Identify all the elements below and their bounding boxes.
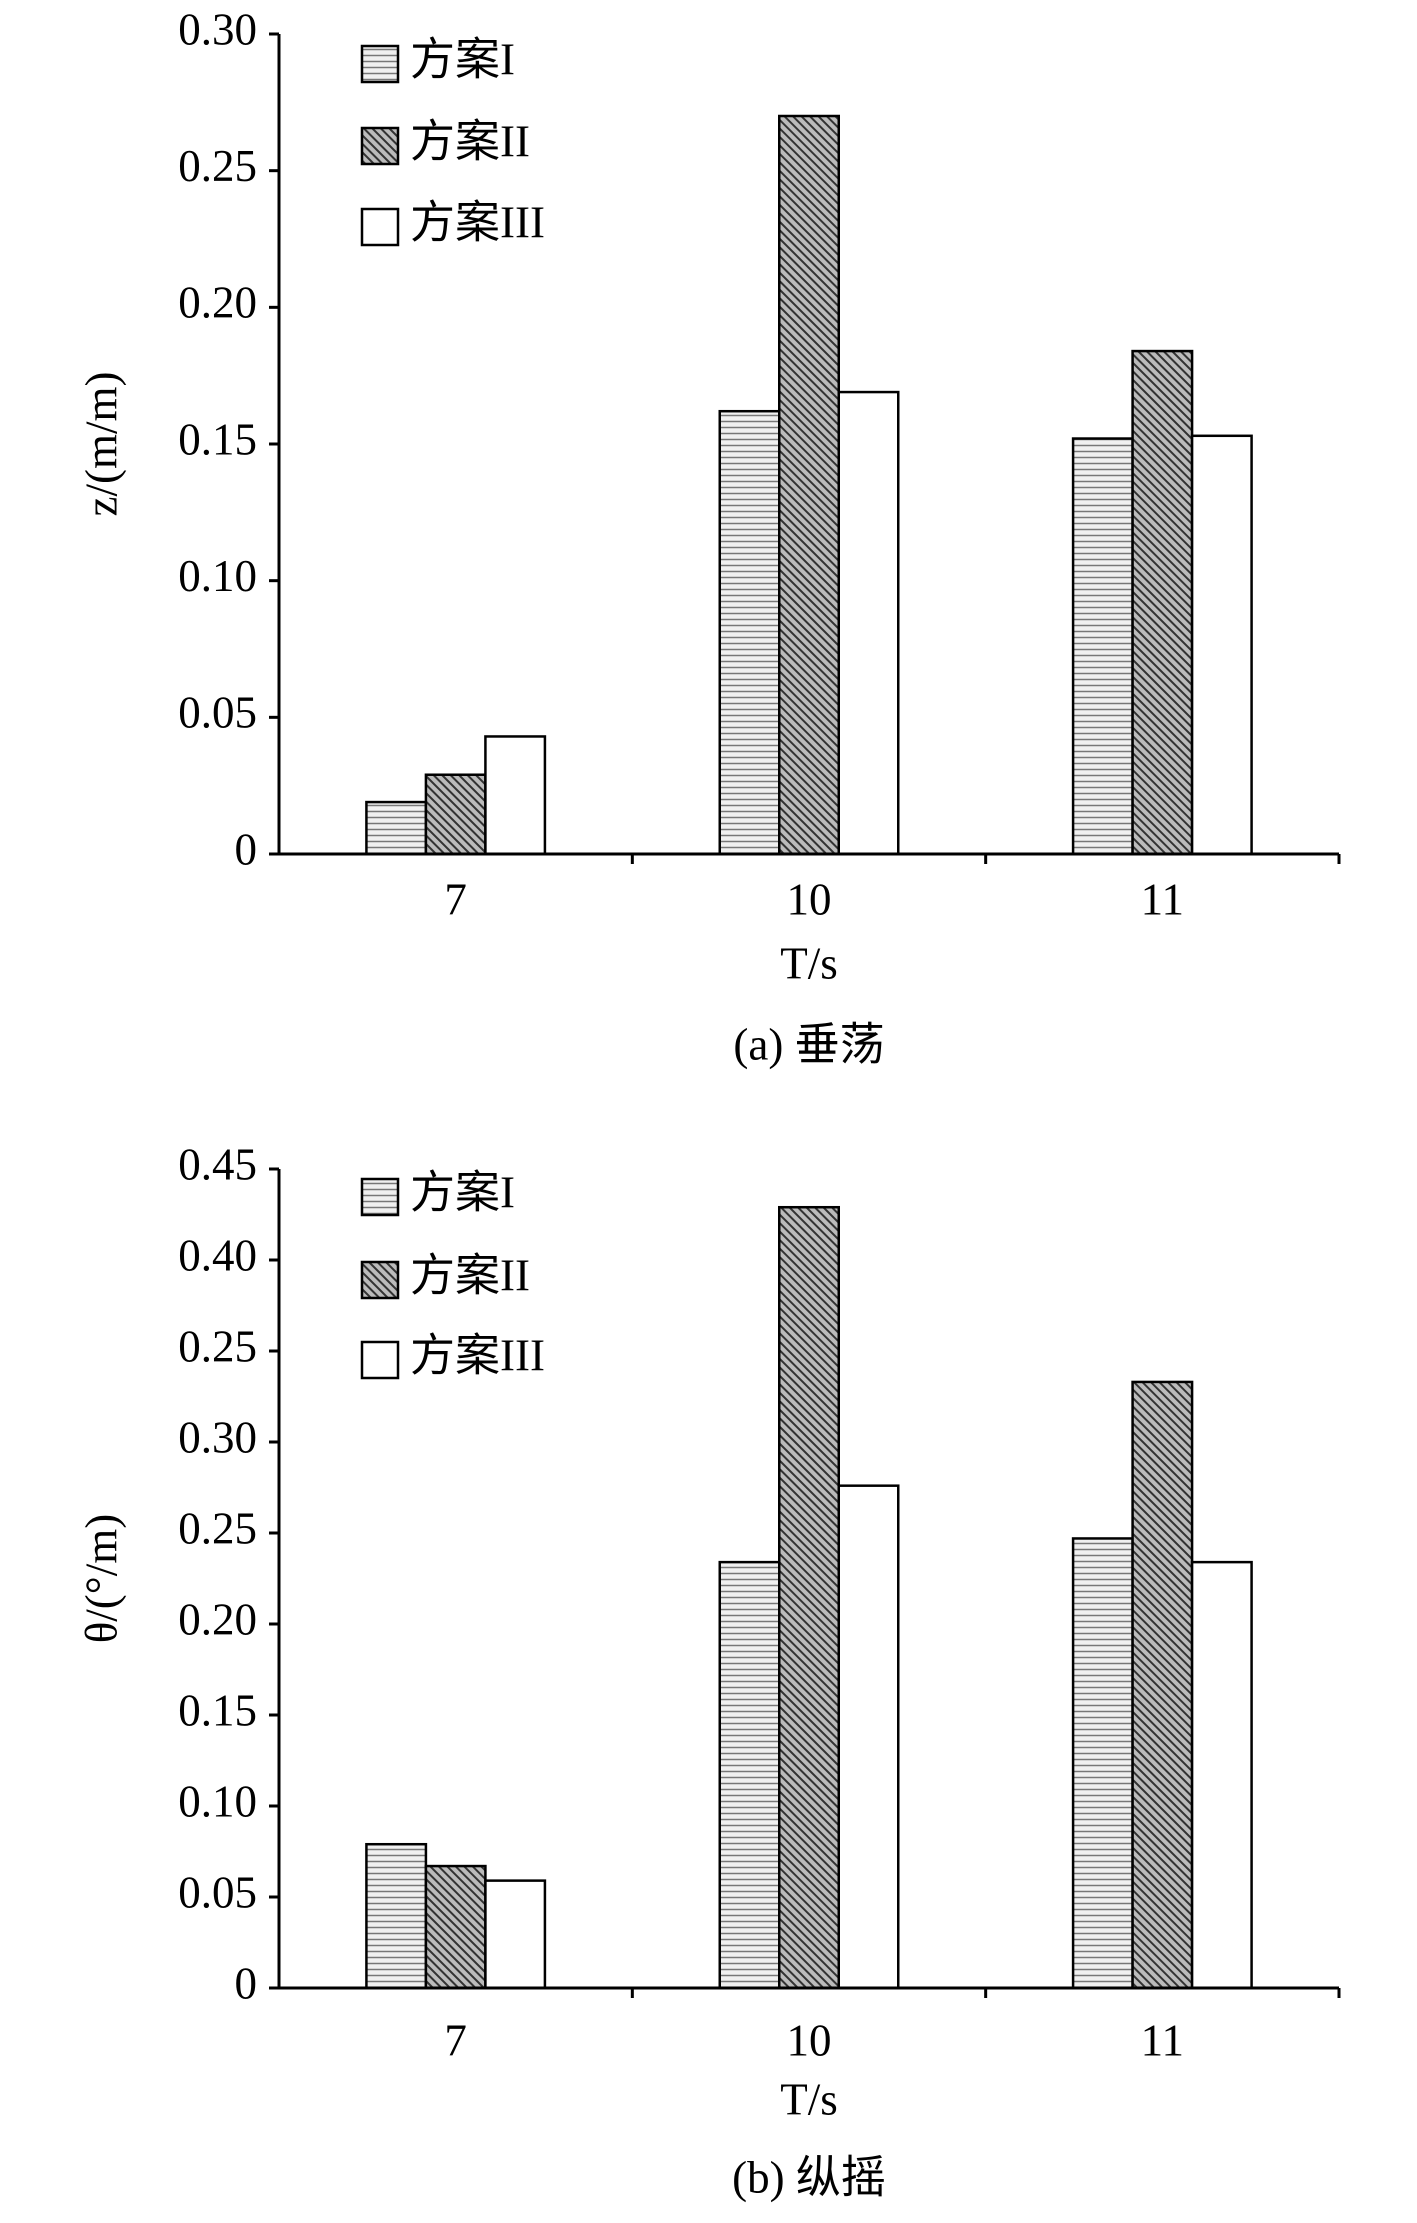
- x-tick-label: 7: [444, 2015, 467, 2065]
- y-tick-label: 0: [235, 1958, 258, 2008]
- x-tick-label: 10: [787, 2015, 832, 2065]
- legend-label: 方案I: [410, 1167, 515, 1217]
- legend-label: 方案II: [410, 1250, 530, 1300]
- x-axis-title: T/s: [780, 2074, 838, 2124]
- legend-swatch: [360, 44, 400, 84]
- legend-swatch: [360, 126, 400, 166]
- y-tick-label: 0.25: [178, 141, 257, 191]
- bar: [365, 800, 428, 856]
- bar: [1131, 1380, 1194, 1990]
- y-tick-label: 0.05: [178, 1867, 257, 1917]
- legend-swatch: [360, 1177, 400, 1217]
- bar: [718, 409, 781, 856]
- bar: [1190, 434, 1253, 856]
- y-axis-title: z/(m/m): [76, 372, 126, 517]
- bar: [484, 1879, 547, 1990]
- bar: [718, 1560, 781, 1990]
- x-tick-label: 11: [1141, 874, 1184, 924]
- bar: [1190, 1560, 1253, 1990]
- y-tick-label: 0.30: [178, 1412, 257, 1462]
- legend-label: 方案II: [410, 116, 530, 166]
- caption: (a) 垂荡: [733, 1019, 884, 1069]
- legend-swatch: [360, 1260, 400, 1300]
- y-tick-label: 0.15: [178, 1685, 257, 1735]
- legend-label: 方案I: [410, 34, 515, 84]
- y-tick-label: 0.10: [178, 1776, 257, 1826]
- y-tick-label: 0.20: [178, 1594, 257, 1644]
- x-tick-label: 7: [444, 874, 467, 924]
- legend-swatch: [360, 1340, 400, 1380]
- x-tick-label: 11: [1141, 2015, 1184, 2065]
- caption: (b) 纵摇: [732, 2152, 886, 2202]
- bar: [1071, 1537, 1134, 1990]
- y-tick-label: 0.10: [178, 551, 257, 601]
- y-tick-label: 0.40: [178, 1230, 257, 1280]
- y-tick-label: 0.45: [178, 1139, 257, 1189]
- x-tick-label: 10: [787, 874, 832, 924]
- y-tick-label: 0.20: [178, 278, 257, 328]
- legend-label: 方案III: [410, 1330, 545, 1380]
- y-tick-label: 0.05: [178, 688, 257, 738]
- y-axis-title: θ/(°/m): [76, 1514, 126, 1644]
- y-tick-label: 0.15: [178, 414, 257, 464]
- bar: [424, 1864, 487, 1990]
- bar: [1131, 349, 1194, 856]
- bar: [424, 773, 487, 856]
- y-tick-label: 0.30: [178, 4, 257, 54]
- y-tick-label: 0.25: [178, 1503, 257, 1553]
- y-tick-label: 0: [235, 824, 258, 874]
- y-tick-label: 0.25: [178, 1321, 257, 1371]
- legend-swatch: [360, 207, 400, 247]
- legend-label: 方案III: [410, 197, 545, 247]
- bar: [778, 114, 840, 856]
- bar: [1071, 437, 1134, 856]
- bar: [365, 1842, 428, 1990]
- bar: [837, 390, 900, 856]
- bar: [837, 1484, 900, 1990]
- bar: [484, 735, 547, 856]
- bar: [778, 1205, 840, 1990]
- x-axis-title: T/s: [780, 938, 838, 988]
